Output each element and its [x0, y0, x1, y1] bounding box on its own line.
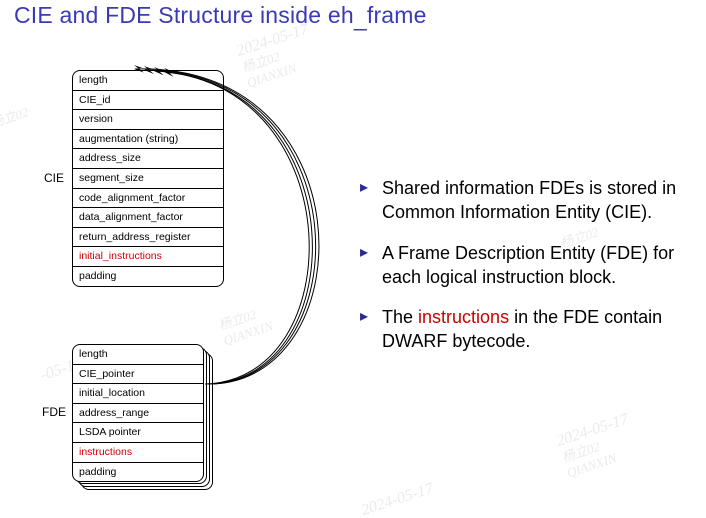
struct-row: length — [73, 71, 223, 91]
struct-row: code_alignment_factor — [73, 189, 223, 209]
struct-row: address_range — [73, 404, 203, 424]
struct-row: CIE_id — [73, 91, 223, 111]
slide-title: CIE and FDE Structure inside eh_frame — [14, 2, 427, 32]
struct-row: augmentation (string) — [73, 130, 223, 150]
struct-row: length — [73, 345, 203, 365]
fde-label: FDE — [42, 405, 66, 419]
cie-label: CIE — [44, 171, 64, 185]
bullet-item: A Frame Description Entity (FDE) for eac… — [360, 241, 680, 290]
struct-row: padding — [73, 463, 203, 482]
struct-row: version — [73, 110, 223, 130]
struct-row: return_address_register — [73, 228, 223, 248]
struct-row: LSDA pointer — [73, 423, 203, 443]
struct-row: segment_size — [73, 169, 223, 189]
struct-row: initial_instructions — [73, 247, 223, 267]
struct-row: address_size — [73, 149, 223, 169]
cie-struct: lengthCIE_idversionaugmentation (string)… — [72, 70, 224, 287]
bullet-item: Shared information FDEs is stored in Com… — [360, 176, 680, 225]
bullet-list: Shared information FDEs is stored in Com… — [320, 176, 680, 370]
struct-row: padding — [73, 267, 223, 286]
struct-row: initial_location — [73, 384, 203, 404]
struct-row: instructions — [73, 443, 203, 463]
fde-struct: lengthCIE_pointerinitial_locationaddress… — [72, 344, 204, 482]
bullet-item: The instructions in the FDE contain DWAR… — [360, 305, 680, 354]
struct-row: data_alignment_factor — [73, 208, 223, 228]
struct-row: CIE_pointer — [73, 365, 203, 385]
